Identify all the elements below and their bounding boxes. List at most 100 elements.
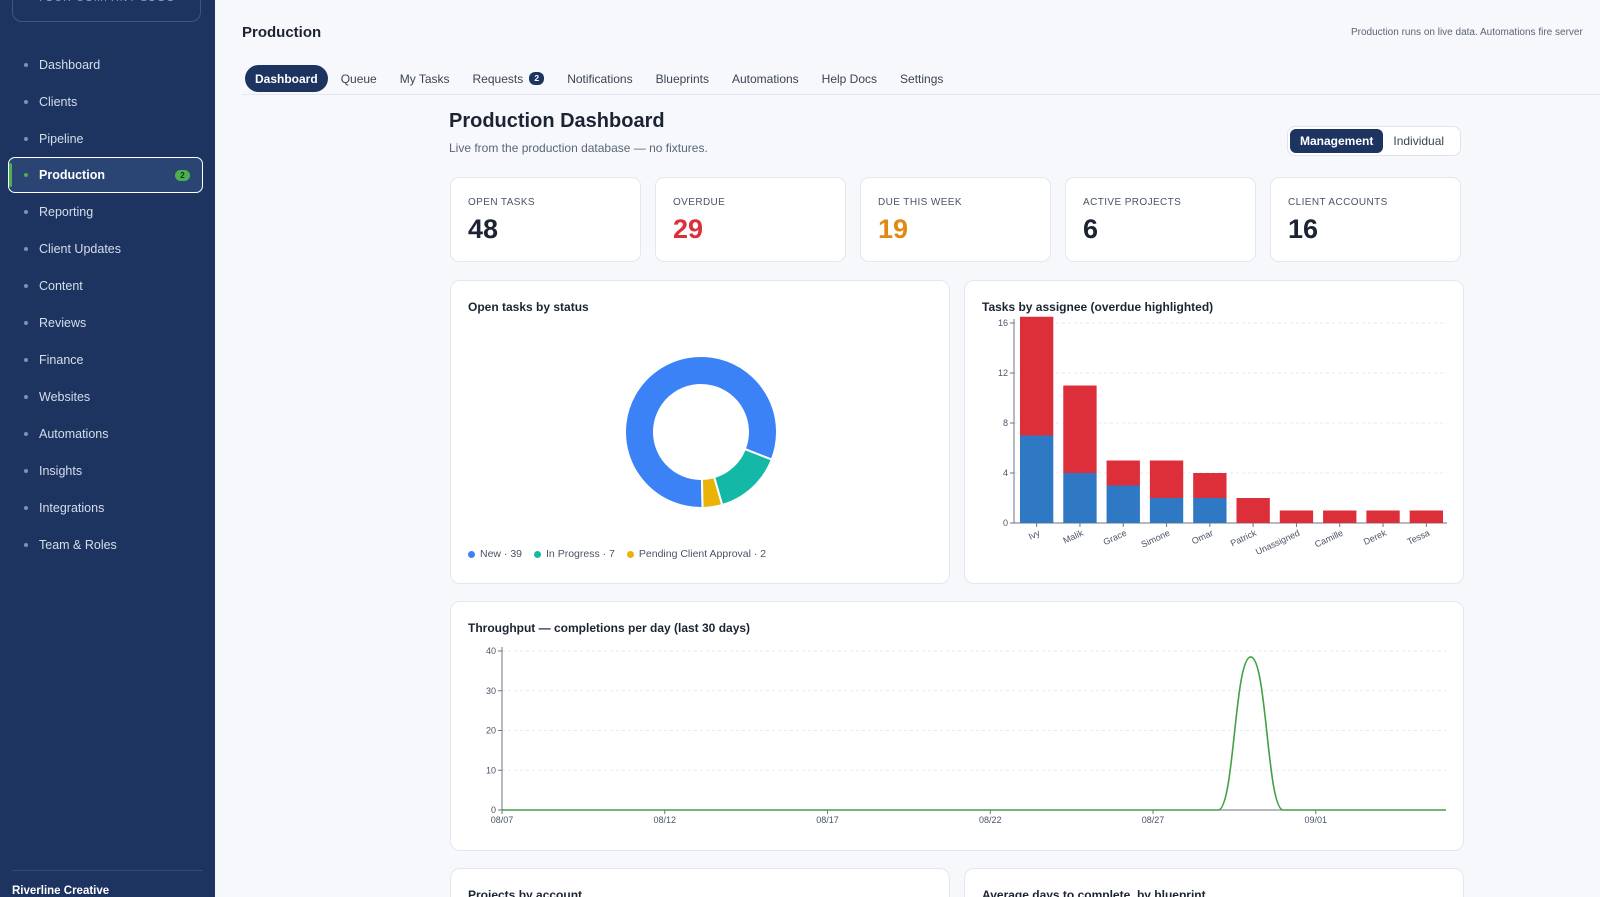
x-tick-label: 08/12 bbox=[653, 815, 676, 825]
bar-derek-overdue[interactable] bbox=[1366, 510, 1400, 524]
sidebar-item-dashboard[interactable]: Dashboard bbox=[0, 46, 215, 83]
projects-chart-title: Projects by account bbox=[468, 888, 583, 897]
legend-label: Pending Client Approval · 2 bbox=[638, 548, 767, 560]
sidebar-item-finance[interactable]: Finance bbox=[0, 341, 215, 378]
sidebar-item-integrations[interactable]: Integrations bbox=[0, 489, 215, 526]
x-tick-label: Unassigned bbox=[1254, 528, 1301, 557]
x-tick-label: Malik bbox=[1062, 528, 1086, 546]
x-tick-label: Tessa bbox=[1406, 528, 1432, 547]
sidebar-item-production[interactable]: Production 2 bbox=[8, 157, 203, 193]
sidebar-item-label: Websites bbox=[39, 389, 91, 404]
y-tick-label: 8 bbox=[1003, 418, 1008, 428]
x-tick-label: 08/07 bbox=[491, 815, 514, 825]
bullet-icon bbox=[24, 62, 28, 67]
throughput-chart-card: Throughput — completions per day (last 3… bbox=[450, 601, 1464, 851]
kpi-value: 16 bbox=[1288, 214, 1319, 244]
tab-blueprints[interactable]: Blueprints bbox=[646, 65, 719, 92]
tab-requests[interactable]: Requests 2 bbox=[463, 65, 555, 92]
tab-label: Queue bbox=[340, 71, 377, 86]
sidebar-divider bbox=[12, 870, 203, 871]
bullet-icon bbox=[24, 542, 28, 547]
kpi-label: OPEN TASKS bbox=[468, 197, 535, 208]
sidebar-nav: Dashboard Clients Pipeline Production 2 Repor… bbox=[0, 46, 215, 563]
tab-label: Notifications bbox=[567, 71, 633, 86]
legend-dot-icon bbox=[468, 550, 475, 558]
tab-label: Settings bbox=[900, 71, 944, 86]
assignee-chart-title: Tasks by assignee (overdue highlighted) bbox=[982, 300, 1214, 314]
kpi-card-due-this-week: DUE THIS WEEK 19 bbox=[860, 177, 1051, 262]
y-tick-label: 12 bbox=[998, 368, 1008, 378]
sidebar-item-label: Automations bbox=[39, 426, 109, 441]
bar-malik-overdue[interactable] bbox=[1063, 385, 1097, 474]
bar-malik-on-time[interactable] bbox=[1063, 473, 1097, 523]
bar-ivy-on-time[interactable] bbox=[1019, 435, 1054, 524]
donut-slice-pending-client-approval[interactable] bbox=[700, 475, 724, 510]
legend-item-pending-client-approval: Pending Client Approval · 2 bbox=[626, 548, 767, 560]
bullet-icon bbox=[24, 468, 28, 473]
sidebar-item-label: Insights bbox=[39, 463, 83, 478]
bar-grace-overdue[interactable] bbox=[1106, 460, 1140, 486]
bar-unassigned-overdue[interactable] bbox=[1279, 510, 1314, 524]
sidebar-item-label: Finance bbox=[39, 352, 84, 367]
tab-help-docs[interactable]: Help Docs bbox=[812, 65, 887, 92]
sidebar-item-client-updates[interactable]: Client Updates bbox=[0, 230, 215, 267]
y-tick-label: 0 bbox=[491, 805, 496, 815]
bar-ivy-overdue[interactable] bbox=[1019, 316, 1054, 436]
bullet-icon bbox=[24, 357, 28, 362]
sidebar-item-label: Team & Roles bbox=[39, 537, 117, 552]
tab-queue[interactable]: Queue bbox=[331, 65, 387, 92]
tabs-divider bbox=[242, 94, 1600, 95]
kpi-card-open-tasks: OPEN TASKS 48 bbox=[450, 177, 641, 262]
bar-grace-on-time[interactable] bbox=[1106, 485, 1140, 524]
bar-patrick-overdue[interactable] bbox=[1236, 498, 1270, 523]
avg-days-chart-title: Average days to complete, by blueprint bbox=[982, 888, 1206, 897]
sidebar-item-reviews[interactable]: Reviews bbox=[0, 304, 215, 341]
sidebar-item-team-and-roles[interactable]: Team & Roles bbox=[0, 526, 215, 563]
tab-automations[interactable]: Automations bbox=[722, 65, 809, 92]
bullet-icon bbox=[24, 505, 28, 510]
kpi-value: 29 bbox=[673, 214, 704, 244]
sidebar-item-insights[interactable]: Insights bbox=[0, 452, 215, 489]
tab-settings[interactable]: Settings bbox=[890, 65, 953, 92]
sidebar-item-badge: 2 bbox=[175, 170, 190, 181]
sidebar-item-websites[interactable]: Websites bbox=[0, 378, 215, 415]
bar-omar-on-time[interactable] bbox=[1193, 498, 1227, 523]
tab-bar: Dashboard Queue My Tasks Requests 2 Notificat… bbox=[245, 65, 956, 92]
avg-days-chart-card: Average days to complete, by blueprint bbox=[964, 868, 1464, 897]
donut-slice-in-progress[interactable] bbox=[712, 447, 774, 507]
bar-camille-overdue[interactable] bbox=[1323, 510, 1357, 524]
bullet-icon bbox=[24, 99, 28, 104]
tab-label: My Tasks bbox=[399, 71, 450, 86]
tab-my-tasks[interactable]: My Tasks bbox=[390, 65, 460, 92]
x-tick-label: Ivy bbox=[1027, 528, 1042, 542]
kpi-value: 6 bbox=[1083, 214, 1099, 244]
legend-label: In Progress · 7 bbox=[546, 548, 615, 560]
assignee-bar-chart: 0 4 8 12 16 Ivy Malik Grace Simone Omar PatrickUna… bbox=[998, 316, 1447, 557]
bullet-icon bbox=[24, 394, 28, 399]
bar-omar-overdue[interactable] bbox=[1193, 473, 1227, 498]
individual-toggle-button[interactable]: Individual bbox=[1393, 134, 1445, 148]
kpi-value: 48 bbox=[468, 214, 499, 244]
bar-simone-overdue[interactable] bbox=[1149, 460, 1184, 499]
status-chart-card: Open tasks by status New · 39 In Progress… bbox=[450, 280, 950, 584]
sidebar-item-content[interactable]: Content bbox=[0, 267, 215, 304]
tab-dashboard[interactable]: Dashboard bbox=[245, 65, 328, 92]
x-tick-label: Derek bbox=[1362, 528, 1388, 547]
bar-tessa-overdue[interactable] bbox=[1409, 510, 1444, 524]
donut-slice-new[interactable] bbox=[624, 355, 778, 509]
kpi-card-client-accounts: CLIENT ACCOUNTS 16 bbox=[1270, 177, 1461, 262]
sidebar-item-reporting[interactable]: Reporting bbox=[0, 193, 215, 230]
management-toggle-button[interactable]: Management bbox=[1290, 129, 1384, 153]
sidebar-item-pipeline[interactable]: Pipeline bbox=[0, 120, 215, 157]
bullet-icon bbox=[24, 283, 28, 288]
sidebar-item-automations[interactable]: Automations bbox=[0, 415, 215, 452]
bullet-icon bbox=[24, 431, 28, 436]
kpi-card-overdue: OVERDUE 29 bbox=[655, 177, 846, 262]
throughput-line bbox=[501, 656, 1446, 811]
dashboard-title: Production Dashboard bbox=[449, 110, 665, 132]
tab-notifications[interactable]: Notifications bbox=[557, 65, 642, 92]
y-tick-label: 20 bbox=[486, 726, 496, 736]
bar-simone-on-time[interactable] bbox=[1149, 498, 1184, 523]
legend-item-new: New · 39 bbox=[468, 548, 522, 560]
sidebar-item-clients[interactable]: Clients bbox=[0, 83, 215, 120]
